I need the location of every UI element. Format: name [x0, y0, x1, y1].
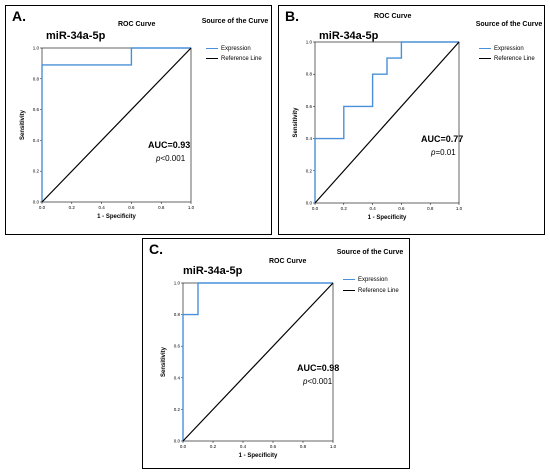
y-axis-label: Sensitivity — [293, 107, 299, 138]
legend-swatch-expression — [206, 47, 218, 49]
panel-label: C. — [149, 241, 163, 257]
p-letter: p — [303, 377, 308, 386]
legend-label: Expression — [494, 46, 524, 52]
auc-label: AUC=0.77 — [421, 134, 464, 144]
y-tick-label: 1.0 — [33, 46, 40, 51]
legend-swatch-reference — [343, 289, 355, 291]
x-tick-label: 1.0 — [188, 205, 195, 210]
legend-label: Expression — [358, 277, 388, 283]
auc-label: AUC=0.93 — [148, 140, 191, 150]
gene-label: miR-34a-5p — [319, 30, 379, 42]
x-tick-label: 0.4 — [369, 206, 376, 211]
y-tick-label: 0.6 — [33, 107, 40, 112]
y-tick-label: 0.6 — [174, 344, 181, 349]
gene-label: miR-34a-5p — [46, 30, 106, 42]
x-tick-label: 0.0 — [312, 206, 319, 211]
chart-title: ROC Curve — [374, 13, 412, 20]
legend-swatch-expression — [479, 47, 491, 49]
y-tick-label: 0.8 — [306, 72, 313, 77]
y-axis-label: Sensitivity — [161, 346, 167, 377]
legend-item-reference: Reference Line — [479, 56, 535, 62]
y-tick-label: 0.2 — [174, 407, 181, 412]
x-tick-label: 0.0 — [180, 444, 187, 449]
legend-item-expression: Expression — [206, 46, 251, 52]
x-axis-label: 1 - Specificity — [239, 453, 278, 459]
y-tick-label: 0.0 — [174, 439, 181, 444]
p-value: p<0.001 — [303, 377, 332, 386]
p-letter: p — [431, 148, 436, 157]
x-axis-label: 1 - Specificity — [368, 215, 407, 221]
legend-label: Reference Line — [221, 56, 262, 62]
x-tick-label: 0.2 — [210, 444, 217, 449]
y-tick-label: 0.6 — [306, 104, 313, 109]
chart-title: ROC Curve — [269, 258, 307, 265]
p-letter: p — [156, 154, 161, 163]
y-tick-label: 1.0 — [174, 281, 181, 286]
roc-panel-a: A. miR-34a-5p ROC Curve Source of the Cu… — [5, 5, 272, 235]
y-tick-label: 0.0 — [33, 200, 40, 205]
y-axis-label: Sensitivity — [20, 109, 26, 140]
x-tick-label: 0.6 — [398, 206, 405, 211]
p-rest: <0.001 — [160, 154, 186, 163]
x-tick-label: 0.8 — [158, 205, 165, 210]
plot-area: 0.00.0 0.2 0.2 0.4 0.4 0.6 0.6 0.8 0.8 1.0 1.0 1 - … — [20, 46, 195, 221]
legend-label: Expression — [221, 46, 251, 52]
reference-line — [314, 41, 460, 204]
x-tick-label: 0.0 — [39, 205, 46, 210]
roc-panel-c: C. miR-34a-5p ROC Curve Source of the Cu… — [142, 238, 410, 469]
p-value: p<0.001 — [156, 154, 185, 163]
panel-label: B. — [285, 8, 299, 24]
panel-label: A. — [12, 8, 26, 24]
x-tick-label: 0.4 — [240, 444, 247, 449]
x-tick-label: 0.8 — [300, 444, 307, 449]
legend-label: Reference Line — [494, 56, 535, 62]
legend-title: Source of the Curve — [336, 249, 404, 256]
x-tick-label: 0.6 — [270, 444, 277, 449]
plot-area: 0.00.0 0.2 0.2 0.4 0.4 0.6 0.6 0.8 0.8 1.0 1.0 1 - … — [293, 40, 463, 222]
legend-swatch-reference — [206, 57, 218, 59]
roc-panel-b: B. miR-34a-5p ROC Curve Source of the Cu… — [278, 5, 545, 235]
p-rest: =0.01 — [435, 148, 456, 157]
x-axis-label: 1 - Specificity — [97, 214, 136, 220]
y-tick-label: 0.2 — [33, 169, 40, 174]
legend-item-reference: Reference Line — [343, 288, 399, 294]
x-tick-label: 0.6 — [128, 205, 135, 210]
y-tick-label: 0.2 — [306, 168, 313, 173]
legend-item-expression: Expression — [343, 277, 388, 283]
y-tick-label: 0.8 — [174, 312, 181, 317]
roc-curve-line — [314, 41, 459, 203]
legend-swatch-expression — [343, 278, 355, 280]
y-tick-label: 0.0 — [306, 201, 313, 206]
y-tick-label: 0.8 — [33, 76, 40, 81]
x-tick-label: 0.2 — [341, 206, 348, 211]
gene-label: miR-34a-5p — [183, 265, 243, 277]
y-tick-label: 0.4 — [306, 136, 313, 141]
reference-line — [182, 282, 334, 442]
plot-area: 0.00.0 0.2 0.2 0.4 0.4 0.6 0.6 0.8 0.8 1.0 1.0 1 - … — [161, 281, 337, 460]
y-tick-label: 0.4 — [33, 138, 40, 143]
legend-swatch-reference — [479, 57, 491, 59]
chart-title: ROC Curve — [118, 21, 156, 28]
x-tick-label: 1.0 — [456, 206, 463, 211]
y-tick-label: 1.0 — [306, 40, 313, 45]
plot-frame — [314, 41, 460, 204]
x-tick-label: 1.0 — [330, 444, 337, 449]
legend-item-expression: Expression — [479, 46, 524, 52]
legend-item-reference: Reference Line — [206, 56, 262, 62]
y-tick-label: 0.4 — [174, 375, 181, 380]
legend-label: Reference Line — [358, 288, 399, 294]
legend-title: Source of the Curve — [475, 21, 543, 28]
x-tick-label: 0.2 — [69, 205, 76, 210]
p-value: p=0.01 — [431, 148, 456, 157]
reference-line — [41, 47, 192, 203]
roc-curve-line — [41, 47, 191, 202]
auc-label: AUC=0.98 — [297, 363, 340, 373]
x-tick-label: 0.4 — [98, 205, 105, 210]
p-rest: <0.001 — [307, 377, 333, 386]
roc-curve-line — [182, 282, 333, 441]
legend-title: Source of the Curve — [201, 18, 269, 25]
x-tick-label: 0.8 — [427, 206, 434, 211]
